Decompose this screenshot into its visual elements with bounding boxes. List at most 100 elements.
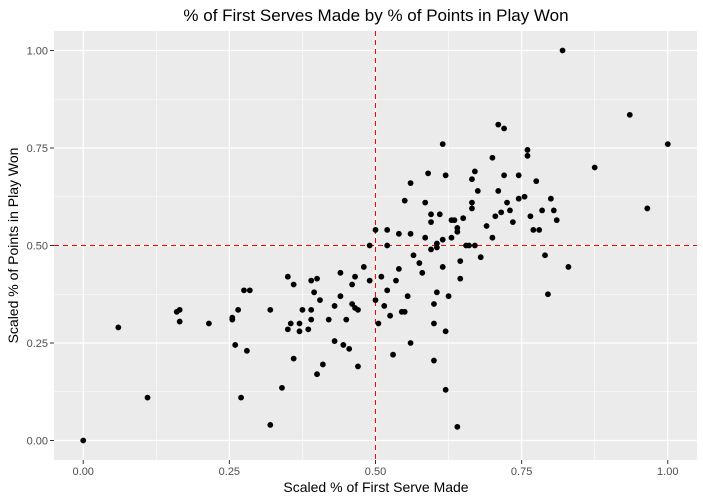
data-point bbox=[387, 312, 394, 319]
data-point bbox=[553, 217, 560, 224]
data-point bbox=[457, 258, 464, 264]
data-point bbox=[299, 306, 306, 313]
data-point bbox=[539, 207, 545, 214]
data-point bbox=[337, 293, 344, 300]
x-tick-label: 0.00 bbox=[73, 466, 94, 478]
data-point bbox=[439, 264, 446, 270]
data-point bbox=[337, 269, 344, 276]
data-point bbox=[115, 324, 122, 331]
data-point bbox=[425, 170, 432, 177]
data-point bbox=[451, 217, 458, 224]
y-tick-label: 0.75 bbox=[27, 143, 48, 155]
data-point bbox=[308, 316, 315, 323]
data-point bbox=[340, 342, 347, 348]
data-point bbox=[591, 164, 598, 171]
data-point bbox=[401, 197, 408, 204]
data-point bbox=[460, 215, 467, 222]
data-point bbox=[296, 320, 303, 327]
data-point bbox=[530, 227, 537, 233]
data-point bbox=[477, 254, 484, 261]
data-point bbox=[433, 289, 440, 296]
data-point bbox=[433, 244, 440, 251]
data-point bbox=[466, 242, 472, 249]
data-point bbox=[419, 269, 426, 276]
data-point bbox=[267, 422, 274, 428]
data-point bbox=[483, 223, 490, 229]
data-point bbox=[290, 355, 297, 362]
data-point bbox=[241, 287, 247, 294]
data-point bbox=[524, 152, 531, 159]
data-point bbox=[343, 316, 350, 323]
data-point bbox=[366, 277, 373, 284]
x-axis-title: Scaled % of First Serve Made bbox=[283, 479, 468, 495]
data-point bbox=[144, 394, 151, 401]
data-point bbox=[246, 287, 253, 294]
data-point bbox=[401, 308, 408, 315]
data-point bbox=[372, 297, 379, 303]
data-point bbox=[331, 303, 338, 309]
data-point bbox=[524, 147, 531, 153]
data-point bbox=[565, 264, 572, 270]
data-point bbox=[501, 125, 507, 132]
data-point bbox=[489, 234, 496, 241]
y-tick-label: 1.00 bbox=[27, 46, 48, 58]
data-point bbox=[507, 207, 513, 214]
data-point bbox=[407, 230, 414, 237]
x-tick-label: 1.00 bbox=[657, 466, 678, 478]
data-point bbox=[384, 242, 391, 249]
y-axis-ticks: 0.00 0.25 0.50 0.75 1.00 bbox=[27, 46, 54, 448]
data-point bbox=[454, 423, 461, 430]
data-point bbox=[284, 326, 291, 333]
data-point bbox=[375, 320, 382, 327]
data-point bbox=[439, 141, 446, 148]
data-point bbox=[314, 371, 320, 378]
data-point bbox=[393, 277, 399, 284]
data-point bbox=[644, 205, 651, 212]
data-point bbox=[311, 289, 318, 296]
data-point bbox=[404, 293, 411, 300]
chart-title: % of First Serves Made by % of Points in… bbox=[183, 6, 568, 25]
data-point bbox=[515, 195, 522, 202]
data-point bbox=[416, 260, 423, 266]
data-point bbox=[308, 277, 315, 284]
data-point bbox=[559, 47, 566, 54]
data-point bbox=[542, 252, 548, 259]
data-point bbox=[428, 211, 434, 218]
data-point bbox=[469, 205, 475, 212]
x-tick-label: 0.50 bbox=[365, 466, 386, 478]
data-point bbox=[664, 141, 671, 148]
data-point bbox=[331, 338, 338, 344]
data-point bbox=[626, 111, 633, 118]
data-point bbox=[442, 328, 449, 335]
data-point bbox=[428, 219, 434, 226]
y-axis-title: Scaled % of Points in Play Won bbox=[5, 148, 21, 344]
data-point bbox=[381, 303, 388, 309]
data-point bbox=[471, 168, 478, 175]
data-point bbox=[305, 326, 312, 333]
data-point bbox=[314, 275, 320, 282]
y-tick-label: 0.50 bbox=[27, 241, 48, 253]
data-point bbox=[489, 154, 496, 161]
data-point bbox=[442, 172, 449, 179]
x-tick-label: 0.25 bbox=[219, 466, 240, 478]
data-point bbox=[229, 314, 236, 321]
data-point bbox=[244, 347, 250, 354]
data-point bbox=[469, 176, 475, 183]
data-point bbox=[176, 306, 183, 313]
data-point bbox=[395, 266, 402, 272]
data-point bbox=[474, 188, 481, 194]
data-point bbox=[317, 297, 323, 303]
data-point bbox=[422, 199, 429, 206]
data-point bbox=[457, 275, 464, 282]
y-tick-label: 0.00 bbox=[27, 436, 48, 448]
data-point bbox=[501, 172, 507, 179]
x-axis-ticks: 0.00 0.25 0.50 0.75 1.00 bbox=[73, 460, 678, 478]
data-point bbox=[448, 234, 455, 241]
data-points bbox=[80, 47, 671, 444]
data-point bbox=[495, 188, 502, 194]
data-point bbox=[395, 230, 402, 237]
data-point bbox=[410, 252, 417, 259]
data-point bbox=[545, 291, 551, 298]
data-point bbox=[352, 273, 358, 280]
